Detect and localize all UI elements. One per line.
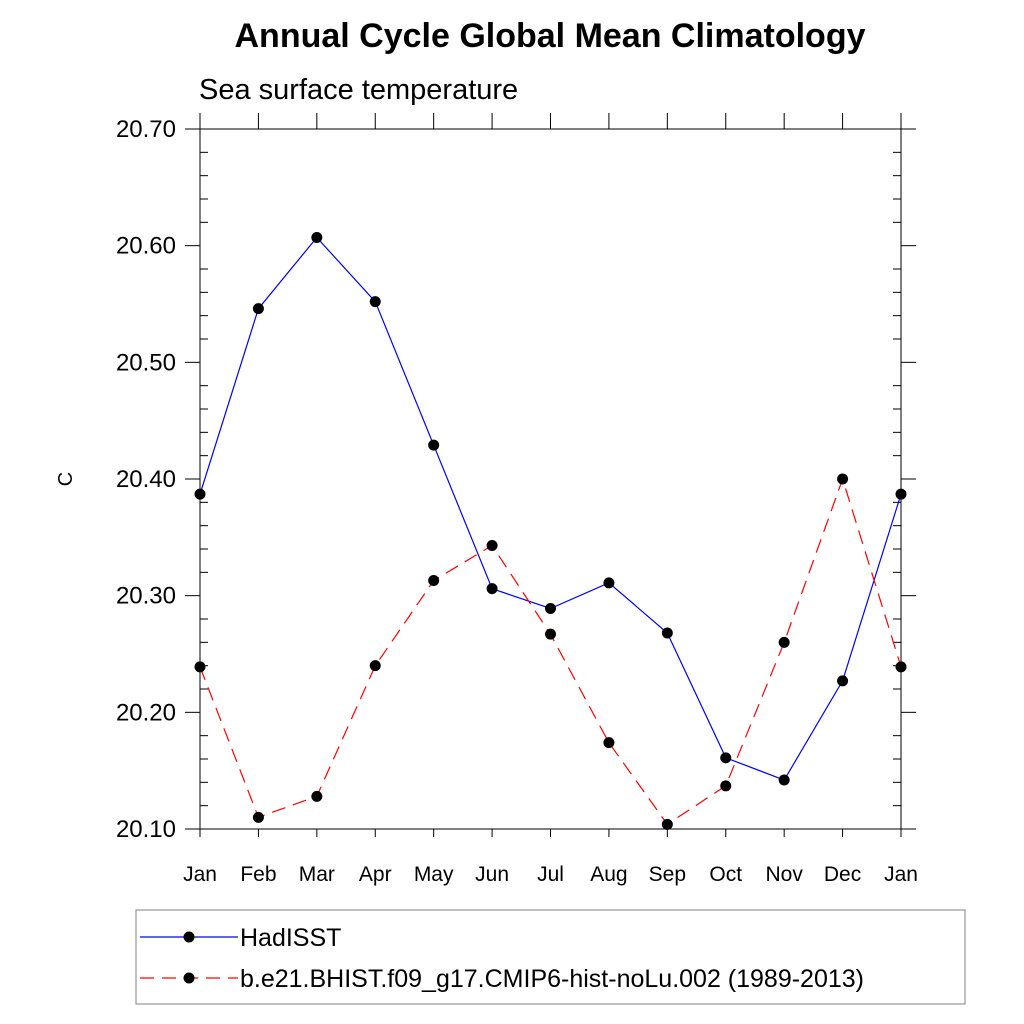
- y-tick-label: 20.30: [116, 583, 176, 610]
- data-point-series-1: [545, 603, 556, 614]
- y-tick-label: 20.60: [116, 233, 176, 260]
- data-point-series-2: [720, 780, 732, 792]
- plot-frame: [199, 128, 902, 830]
- legend: HadISST b.e21.BHIST.f09_g17.CMIP6-hist-no…: [140, 924, 864, 993]
- x-tick-labels: Jan Feb Mar Apr May Jun Jul Aug Sep Oct Nov Dec Jan: [183, 863, 918, 886]
- x-tick-label: Jan: [884, 863, 918, 886]
- x-tick-label: Aug: [590, 863, 627, 886]
- legend-marker-2: [183, 972, 195, 984]
- data-point-series-2: [603, 737, 615, 749]
- data-point-series-2: [778, 636, 790, 648]
- data-point-series-2: [369, 660, 381, 672]
- x-tick-label: Feb: [240, 863, 276, 886]
- x-tick-label: Jul: [537, 863, 564, 886]
- data-point-series-1: [778, 774, 790, 786]
- x-tick-label: Jan: [183, 863, 217, 886]
- data-point-series-1: [252, 303, 264, 315]
- y-tick-label: 20.70: [116, 116, 176, 143]
- data-point-series-2: [194, 661, 206, 673]
- data-point-series-1: [486, 583, 498, 595]
- data-point-series-1: [720, 752, 732, 764]
- data-point-series-1: [428, 439, 440, 451]
- data-point-series-2: [837, 473, 849, 485]
- x-tick-label: Oct: [709, 863, 742, 886]
- data-point-series-1: [661, 627, 673, 639]
- data-point-series-2: [252, 811, 264, 823]
- x-tick-label: May: [414, 863, 454, 886]
- x-tick-label: Nov: [765, 863, 803, 886]
- x-tick-label: Mar: [299, 863, 335, 886]
- series-line-2: [199, 477, 902, 826]
- data-point-series-1: [895, 488, 907, 500]
- data-point-series-1: [369, 296, 381, 308]
- y-tick-label: 20.20: [116, 699, 176, 726]
- data-point-series-2: [895, 661, 907, 673]
- data-point-series-2: [661, 818, 673, 830]
- data-point-series-1: [194, 488, 206, 500]
- legend-label-1: HadISST: [240, 924, 341, 952]
- y-tick-labels: 20.10 20.20 20.30 20.40 20.50 20.60 20.70: [116, 116, 176, 843]
- y-tick-label: 20.10: [116, 816, 176, 843]
- x-tick-label: Sep: [649, 863, 686, 886]
- series-line-1: [199, 236, 902, 781]
- data-point-series-2: [428, 575, 440, 586]
- legend-marker-1: [183, 931, 195, 943]
- x-tick-label: Apr: [359, 863, 392, 886]
- data-point-series-1: [311, 232, 323, 243]
- data-point-series-2: [311, 790, 323, 802]
- x-tick-label: Dec: [824, 863, 861, 886]
- axis-ticks: [185, 113, 916, 837]
- chart-title: Annual Cycle Global Mean Climatology: [235, 17, 866, 55]
- data-point-series-2: [486, 540, 498, 551]
- y-tick-label: 20.50: [116, 349, 176, 376]
- series-layer: [194, 232, 907, 830]
- legend-label-2: b.e21.BHIST.f09_g17.CMIP6-hist-noLu.002 …: [240, 965, 864, 993]
- legend-box: [135, 909, 966, 1005]
- chart-subtitle: Sea surface temperature: [199, 74, 518, 106]
- data-point-series-1: [837, 675, 849, 687]
- x-tick-label: Jun: [475, 863, 509, 886]
- y-axis-label: C: [55, 472, 77, 486]
- y-tick-label: 20.40: [116, 466, 176, 493]
- data-point-series-2: [545, 628, 556, 640]
- data-point-series-1: [603, 577, 615, 589]
